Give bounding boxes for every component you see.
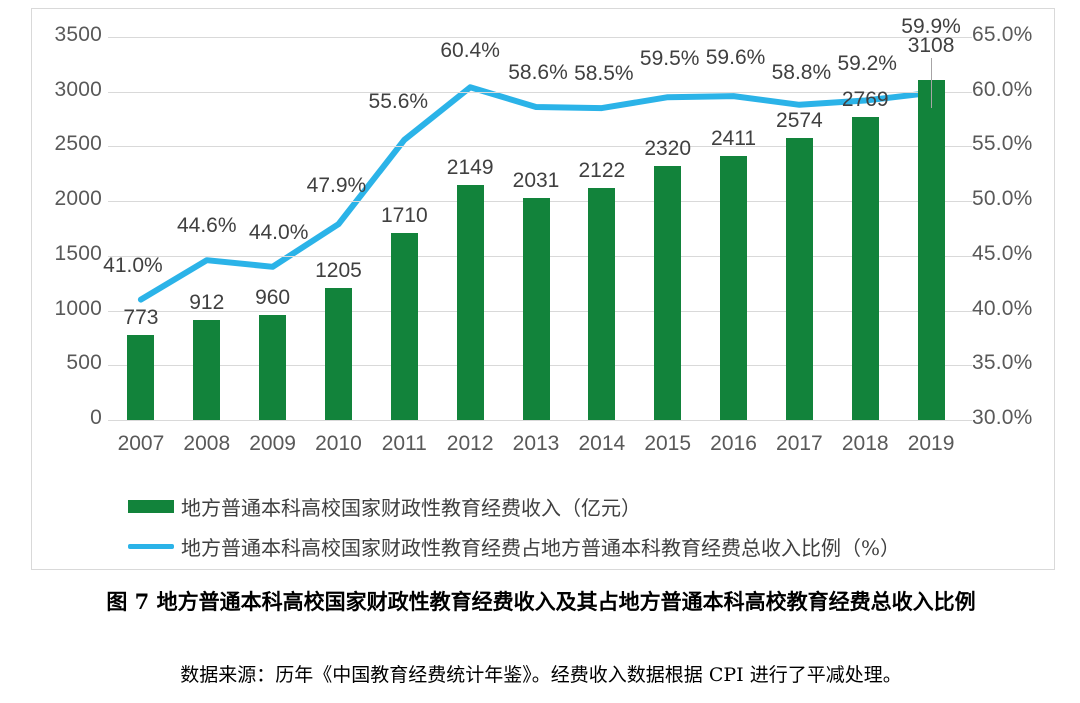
y-axis-right-tick-mark: [964, 420, 972, 421]
x-axis-tick-2009: 2009: [249, 432, 296, 455]
legend-item-line: 地方普通本科高校国家财政性教育经费占地方普通本科教育经费总收入比例（%）: [128, 526, 988, 566]
bar-2016: [720, 156, 748, 420]
bar-value-label-2019: 3108: [907, 33, 955, 57]
line-value-label-2012: 60.4%: [440, 39, 500, 63]
y-axis-left-tick: 2000: [54, 187, 102, 211]
y-axis-right-tick-mark: [964, 365, 972, 367]
bar-2013: [522, 197, 550, 420]
y-axis-right-tick: 60.0%: [972, 77, 1033, 101]
y-axis-left-tick: 1000: [54, 296, 102, 320]
gridline: [108, 420, 964, 421]
line-value-label-2008: 44.6%: [176, 214, 237, 238]
y-axis-right-tick-mark: [964, 255, 972, 257]
legend-item-bar: 地方普通本科高校国家财政性教育经费收入（亿元）: [128, 486, 988, 526]
y-axis-left-tick: 1500: [54, 241, 102, 265]
legend-bar-swatch-icon: [128, 499, 174, 513]
chart-legend: 地方普通本科高校国家财政性教育经费收入（亿元） 地方普通本科高校国家财政性教育经…: [128, 486, 988, 566]
y-axis-right-tick-mark: [964, 310, 972, 312]
bar-value-label-2018: 2769: [841, 87, 889, 111]
line-value-label-2016: 59.6%: [705, 46, 766, 70]
y-axis-left-tick: 0: [90, 406, 102, 429]
y-axis-right-tick: 45.0%: [972, 241, 1033, 265]
y-axis-left-tick: 3500: [54, 23, 102, 46]
x-axis-tick-2012: 2012: [446, 432, 494, 455]
bar-2017: [785, 138, 813, 420]
gridline: [108, 37, 964, 38]
x-axis-tick-2016: 2016: [710, 432, 757, 455]
x-axis-tick-2010: 2010: [315, 432, 362, 455]
y-axis-left-tick: 3000: [54, 77, 102, 101]
figure-caption: 图 7 地方普通本科高校国家财政性教育经费收入及其占地方普通本科高校教育经费总收…: [106, 589, 976, 614]
bar-value-label-2008: 912: [189, 291, 225, 315]
bar-value-label-2013: 2031: [512, 168, 560, 192]
bar-2012: [456, 184, 484, 420]
line-value-label-2010: 47.9%: [306, 174, 367, 198]
x-axis-tick-2011: 2011: [381, 432, 427, 455]
bar-2015: [654, 166, 682, 420]
y-axis-left-tick: 500: [66, 351, 102, 375]
bar-value-label-2015: 2320: [644, 137, 692, 161]
y-axis-right-tick: 50.0%: [972, 187, 1033, 211]
bar-value-label-2009: 960: [255, 285, 291, 309]
bar-value-label-2016: 2411: [710, 127, 757, 151]
line-value-label-2019: 59.9%: [901, 14, 961, 38]
bar-2007: [127, 335, 155, 420]
bar-value-label-2017: 2574: [776, 109, 823, 133]
gridline: [108, 146, 964, 148]
y-axis-right-tick: 30.0%: [972, 406, 1033, 429]
gridline: [108, 91, 964, 93]
line-value-label-2017: 58.8%: [771, 60, 832, 84]
y-axis-right-tick: 55.0%: [972, 132, 1033, 156]
legend-line-swatch-icon: [128, 543, 174, 549]
bar-2010: [324, 288, 352, 420]
y-axis-right-tick: 40.0%: [972, 296, 1033, 320]
bar-value-label-2011: 1710: [380, 203, 428, 227]
bar-2019: [917, 79, 945, 420]
bar-value-label-2010: 1205: [315, 259, 362, 283]
x-axis-tick-2018: 2018: [841, 432, 889, 455]
legend-item-bar-label: 地方普通本科高校国家财政性教育经费收入（亿元）: [181, 495, 641, 520]
line-value-label-2011: 55.6%: [368, 89, 429, 113]
bar-label-leader-line: [931, 57, 933, 108]
bar-value-label-2007: 773: [123, 306, 159, 330]
y-axis-right-tick-mark: [964, 37, 972, 38]
bar-2011: [390, 232, 418, 420]
y-axis-left-tick: 2500: [54, 132, 102, 156]
line-value-label-2015: 59.5%: [639, 47, 700, 71]
line-value-label-2007: 41.0%: [103, 253, 163, 277]
y-axis-right-tick: 65.0%: [972, 23, 1033, 46]
bar-2014: [588, 187, 616, 420]
bar-2008: [193, 320, 221, 420]
x-axis-tick-2007: 2007: [117, 432, 165, 455]
line-value-label-2009: 44.0%: [248, 220, 309, 244]
line-value-label-2018: 59.2%: [837, 52, 897, 76]
bar-2018: [851, 116, 879, 420]
legend-item-line-label: 地方普通本科高校国家财政性教育经费占地方普通本科教育经费总收入比例（%）: [181, 535, 901, 560]
line-value-label-2014: 58.5%: [574, 62, 634, 86]
line-series-percentage: [137, 84, 935, 303]
bar-value-label-2012: 2149: [446, 155, 494, 179]
figure-source-note: 数据来源：历年《中国教育经费统计年鉴》。经费收入数据根据 CPI 进行了平减处理…: [180, 664, 902, 686]
y-axis-right-tick-mark: [964, 146, 972, 148]
x-axis-tick-2017: 2017: [776, 432, 823, 455]
bar-value-label-2014: 2122: [578, 158, 626, 182]
x-axis-tick-2014: 2014: [578, 432, 626, 455]
x-axis-tick-2019: 2019: [907, 432, 955, 455]
x-axis-tick-2013: 2013: [512, 432, 560, 455]
y-axis-right-tick-mark: [964, 201, 972, 203]
x-axis-tick-2008: 2008: [183, 432, 231, 455]
y-axis-right-tick: 35.0%: [972, 351, 1033, 375]
y-axis-right-tick-mark: [964, 91, 972, 93]
bar-2009: [259, 314, 287, 420]
x-axis-tick-2015: 2015: [644, 432, 692, 455]
line-value-label-2013: 58.6%: [508, 61, 568, 85]
